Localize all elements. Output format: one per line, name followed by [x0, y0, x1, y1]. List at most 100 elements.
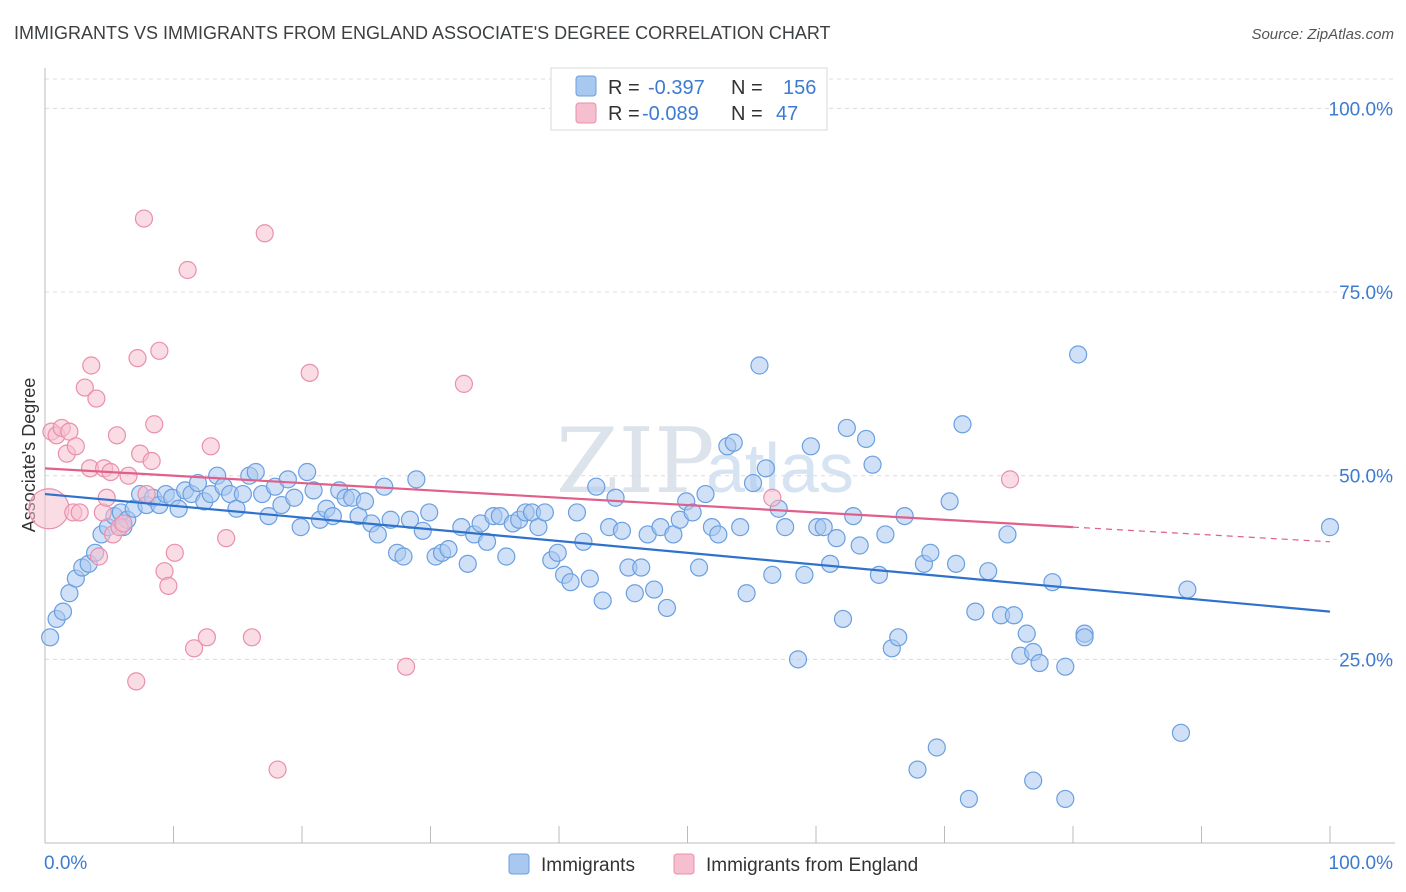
point-immigrants-139 [979, 562, 998, 581]
point-england-29 [145, 415, 164, 434]
point-immigrants-41 [298, 462, 317, 482]
point-immigrants-119 [814, 518, 833, 537]
point-immigrants-151 [1178, 580, 1197, 599]
point-england-46 [1000, 470, 1020, 489]
point-immigrants-120 [821, 554, 840, 573]
point-immigrants-42 [304, 481, 323, 500]
trend-line-england-dashed [1072, 526, 1331, 543]
legend-r-label-2: R = [608, 103, 640, 125]
point-england-24 [128, 349, 147, 368]
point-immigrants-142 [1004, 606, 1023, 625]
point-immigrants-124 [844, 506, 863, 526]
point-immigrants-82 [567, 503, 587, 522]
legend-swatch-england [575, 102, 597, 124]
point-immigrants-110 [750, 356, 769, 375]
point-immigrants-159 [1320, 518, 1340, 537]
legend-n-label-1: N = [731, 77, 763, 99]
legend-n-value-1: 156 [783, 77, 816, 99]
point-immigrants-122 [833, 609, 853, 629]
point-immigrants-127 [863, 455, 882, 474]
point-england-16 [97, 488, 116, 507]
point-immigrants-107 [731, 518, 750, 537]
y-tick-label-3: 100.0% [1329, 99, 1394, 120]
point-immigrants-45 [323, 506, 342, 526]
point-immigrants-109 [743, 473, 763, 493]
point-england-30 [150, 341, 169, 360]
point-england-12 [87, 389, 106, 408]
point-england-23 [127, 672, 146, 691]
point-immigrants-137 [953, 415, 972, 434]
point-immigrants-108 [737, 584, 756, 603]
point-england-32 [159, 576, 178, 595]
point-immigrants-85 [587, 477, 606, 496]
chart-source: Source: ZipAtlas.com [1251, 26, 1394, 43]
point-immigrants-40 [291, 518, 310, 537]
point-england-28 [142, 451, 161, 471]
point-immigrants-58 [407, 470, 426, 489]
point-immigrants-123 [837, 418, 856, 438]
point-england-41 [268, 760, 287, 779]
point-immigrants-146 [1030, 653, 1049, 673]
bottom-legend-swatch-england [673, 853, 695, 875]
point-immigrants-141 [998, 525, 1017, 544]
point-immigrants-59 [413, 521, 432, 540]
point-immigrants-100 [683, 503, 702, 522]
point-immigrants-39 [285, 488, 304, 507]
y-tick-label-1: 50.0% [1339, 467, 1393, 488]
point-immigrants-153 [927, 738, 946, 757]
point-immigrants-102 [696, 484, 715, 504]
point-immigrants-50 [355, 492, 375, 511]
point-england-7 [66, 437, 85, 456]
point-immigrants-104 [709, 525, 728, 544]
point-immigrants-136 [946, 554, 966, 573]
point-immigrants-79 [548, 543, 567, 562]
point-immigrants-112 [763, 565, 782, 584]
point-immigrants-52 [368, 525, 387, 544]
legend-swatch-immigrants [575, 75, 597, 97]
point-immigrants-63 [439, 540, 458, 559]
point-immigrants-31 [233, 484, 252, 504]
legend-n-value-2: 47 [776, 103, 798, 125]
point-immigrants-71 [497, 547, 516, 566]
point-immigrants-21 [169, 499, 188, 518]
point-england-34 [178, 260, 197, 280]
point-immigrants-88 [606, 488, 625, 507]
point-england-36 [197, 628, 217, 647]
point-immigrants-148 [1056, 657, 1075, 676]
point-immigrants-111 [756, 459, 775, 478]
point-england-43 [396, 657, 416, 676]
y-tick-labels: 25.0% 50.0% 75.0% 100.0% [1329, 99, 1394, 671]
axes [44, 68, 1395, 844]
gridlines [45, 78, 1395, 660]
point-immigrants-68 [477, 532, 497, 551]
legend-box [550, 67, 828, 131]
point-immigrants-24 [188, 473, 208, 493]
bottom-legend-england: Immigrants from England [706, 855, 918, 876]
point-immigrants-33 [246, 462, 265, 482]
point-immigrants-126 [857, 429, 876, 449]
trend-line-england [44, 467, 1074, 529]
point-immigrants-91 [625, 584, 644, 603]
point-immigrants-117 [801, 437, 820, 456]
point-immigrants-147 [1043, 573, 1062, 592]
point-immigrants-38 [278, 470, 297, 489]
y-axis-label: Associate's Degree [19, 378, 39, 533]
point-immigrants-77 [535, 503, 554, 522]
point-england-26 [134, 209, 154, 228]
point-immigrants-101 [689, 558, 709, 577]
point-england-42 [300, 363, 319, 382]
legend-r-value-2: -0.089 [642, 103, 699, 125]
point-immigrants-86 [593, 591, 612, 610]
series-legend: Immigrants Immigrants from England [508, 853, 918, 876]
point-immigrants-154 [959, 789, 979, 809]
point-england-19 [107, 426, 127, 445]
point-immigrants-138 [966, 602, 985, 621]
point-england-35 [184, 639, 204, 658]
trend-lines [44, 467, 1331, 613]
point-immigrants-54 [381, 510, 400, 529]
point-england-44 [454, 374, 474, 393]
point-england-33 [165, 543, 184, 562]
point-immigrants-155 [1024, 771, 1043, 790]
point-england-8 [70, 503, 89, 522]
